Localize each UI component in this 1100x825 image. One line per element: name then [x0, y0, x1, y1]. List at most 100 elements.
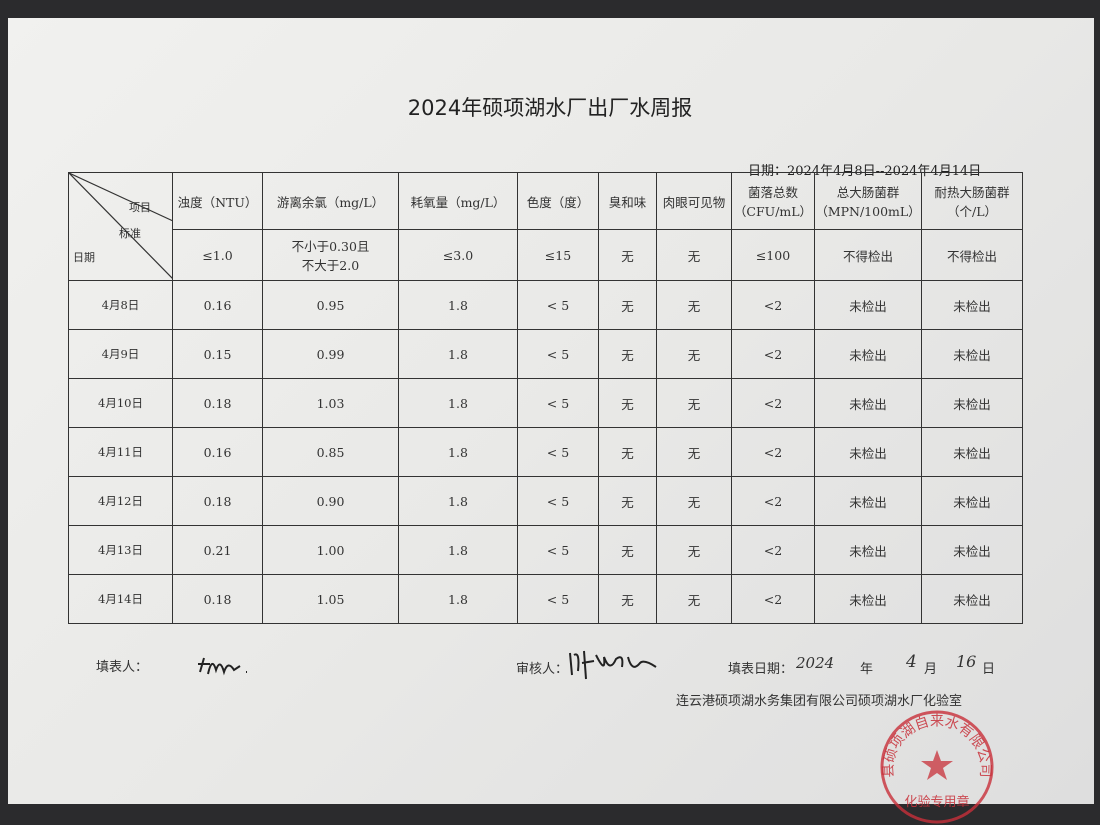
value-cell: <2: [731, 427, 815, 477]
standard-cell: ≤1.0: [172, 229, 263, 281]
date-cell: 4月14日: [68, 574, 173, 624]
table-row: 4月13日 0.21 1.00 1.8 < 5 无无 <2 未检出 未检出: [68, 525, 1023, 575]
value-cell: < 5: [517, 378, 599, 428]
value-cell: 0.90: [262, 476, 399, 526]
value-cell: < 5: [517, 476, 599, 526]
value-cell: 无: [598, 525, 657, 575]
value-cell: 无: [656, 525, 732, 575]
value-cell: 无: [656, 280, 732, 330]
value-cell: 无: [598, 280, 657, 330]
value-cell: < 5: [517, 280, 599, 330]
filler-signature: [198, 657, 247, 676]
table-row: 4月14日 0.18 1.05 1.8 < 5 无无 <2 未检出 未检出: [68, 574, 1023, 624]
fill-date-year: 2024: [796, 654, 835, 672]
value-cell: 0.15: [172, 329, 263, 379]
fill-date-label: 填表日期：: [728, 662, 794, 677]
table-row: 4月12日 0.18 0.90 1.8 < 5 无无 <2 未检出 未检出: [68, 476, 1023, 526]
value-cell: 无: [598, 329, 657, 379]
standard-cell: 不小于0.30且 不大于2.0: [262, 229, 399, 281]
value-cell: 未检出: [814, 280, 922, 330]
standard-cell: ≤15: [517, 229, 599, 281]
corner-item-label: 项目: [129, 201, 151, 214]
value-cell: 1.8: [398, 378, 518, 428]
value-cell: 1.8: [398, 574, 518, 624]
value-cell: 0.85: [262, 427, 399, 477]
value-cell: < 5: [517, 329, 599, 379]
value-cell: 0.95: [262, 280, 399, 330]
table-row: 4月11日 0.16 0.85 1.8 < 5 无无 <2 未检出 未检出: [68, 427, 1023, 477]
seal-star-icon: [921, 750, 953, 780]
value-cell: 1.8: [398, 427, 518, 477]
standard-cell: 不得检出: [814, 229, 922, 281]
value-cell: 无: [656, 574, 732, 624]
fill-date-year-unit: 年: [860, 662, 874, 677]
value-cell: <2: [731, 476, 815, 526]
standard-cell: 不得检出: [921, 229, 1023, 281]
date-cell: 4月11日: [68, 427, 173, 477]
value-cell: 1.03: [262, 378, 399, 428]
value-cell: 0.18: [172, 476, 263, 526]
value-cell: 未检出: [921, 476, 1023, 526]
value-cell: 无: [598, 574, 657, 624]
value-cell: 未检出: [921, 525, 1023, 575]
water-quality-table: 项目 标准 日期 浊度（NTU） 游离余氯（mg/L） 耗氧量（mg/L） 色度（度）…: [68, 172, 1023, 624]
value-cell: 未检出: [921, 280, 1023, 330]
column-header: 总大肠菌群 （MPN/100mL）: [814, 172, 922, 230]
value-cell: <2: [731, 378, 815, 428]
value-cell: 1.05: [262, 574, 399, 624]
date-cell: 4月13日: [68, 525, 173, 575]
fill-date-day-unit: 日: [982, 662, 996, 677]
date-cell: 4月9日: [68, 329, 173, 379]
value-cell: 未检出: [814, 574, 922, 624]
value-cell: <2: [731, 329, 815, 379]
value-cell: <2: [731, 574, 815, 624]
value-cell: 未检出: [921, 378, 1023, 428]
value-cell: 0.21: [172, 525, 263, 575]
standard-cell: 无: [656, 229, 732, 281]
value-cell: 无: [656, 329, 732, 379]
value-cell: 未检出: [814, 378, 922, 428]
value-cell: < 5: [517, 525, 599, 575]
value-cell: 1.8: [398, 476, 518, 526]
value-cell: <2: [731, 525, 815, 575]
seal-bottom-text: 化验专用章: [904, 794, 969, 810]
value-cell: 无: [656, 476, 732, 526]
column-header: 游离余氯（mg/L）: [262, 172, 399, 230]
value-cell: 未检出: [921, 427, 1023, 477]
value-cell: 1.8: [398, 329, 518, 379]
value-cell: <2: [731, 280, 815, 330]
diagonal-lines: [69, 173, 173, 279]
value-cell: 无: [656, 427, 732, 477]
value-cell: 无: [598, 476, 657, 526]
column-header: 色度（度）: [517, 172, 599, 230]
column-header: 菌落总数 （CFU/mL）: [731, 172, 815, 230]
column-header: 耐热大肠菌群 （个/L）: [921, 172, 1023, 230]
corner-cell: 项目 标准 日期: [68, 172, 173, 281]
value-cell: 0.16: [172, 427, 263, 477]
value-cell: 0.18: [172, 574, 263, 624]
fill-date-month: 4: [906, 652, 917, 672]
value-cell: 未检出: [814, 329, 922, 379]
table-row: 4月10日 0.18 1.03 1.8 < 5 无无 <2 未检出 未检出: [68, 378, 1023, 428]
value-cell: 无: [656, 378, 732, 428]
column-header: 浊度（NTU）: [172, 172, 263, 230]
value-cell: 未检出: [814, 427, 922, 477]
value-cell: 1.00: [262, 525, 399, 575]
reviewer-label: 审核人：: [516, 662, 569, 677]
value-cell: 未检出: [814, 476, 922, 526]
header-row: 项目 标准 日期 浊度（NTU） 游离余氯（mg/L） 耗氧量（mg/L） 色度（度）…: [68, 172, 1023, 281]
standard-cell: ≤3.0: [398, 229, 518, 281]
value-cell: < 5: [517, 427, 599, 477]
value-cell: 0.99: [262, 329, 399, 379]
corner-date-label: 日期: [73, 251, 95, 264]
value-cell: 未检出: [921, 329, 1023, 379]
column-header: 肉眼可见物: [656, 172, 732, 230]
organization-name: 连云港硕项湖水务集团有限公司硕项湖水厂化验室: [676, 694, 963, 709]
fill-date-month-unit: 月: [924, 662, 938, 677]
official-seal: 县硕项湖自来水有限公司 化验专用章: [880, 710, 994, 824]
value-cell: 1.8: [398, 525, 518, 575]
table-row: 4月8日 0.16 0.95 1.8 < 5 无无 <2 未检出 未检出: [68, 280, 1023, 330]
value-cell: 未检出: [921, 574, 1023, 624]
column-header: 臭和味: [598, 172, 657, 230]
table-row: 4月9日 0.15 0.99 1.8 < 5 无无 <2 未检出 未检出: [68, 329, 1023, 379]
